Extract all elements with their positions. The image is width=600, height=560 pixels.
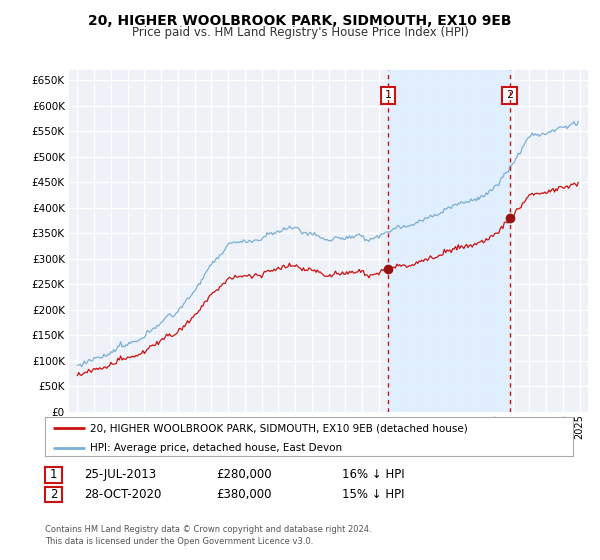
Text: £280,000: £280,000 — [216, 468, 272, 482]
Text: 28-OCT-2020: 28-OCT-2020 — [84, 488, 161, 501]
Text: 1: 1 — [50, 468, 57, 482]
Text: Price paid vs. HM Land Registry's House Price Index (HPI): Price paid vs. HM Land Registry's House … — [131, 26, 469, 39]
Text: 20, HIGHER WOOLBROOK PARK, SIDMOUTH, EX10 9EB: 20, HIGHER WOOLBROOK PARK, SIDMOUTH, EX1… — [88, 14, 512, 28]
Text: 2: 2 — [506, 91, 514, 100]
Text: HPI: Average price, detached house, East Devon: HPI: Average price, detached house, East… — [90, 443, 342, 453]
Text: 20, HIGHER WOOLBROOK PARK, SIDMOUTH, EX10 9EB (detached house): 20, HIGHER WOOLBROOK PARK, SIDMOUTH, EX1… — [90, 423, 467, 433]
Text: Contains HM Land Registry data © Crown copyright and database right 2024.
This d: Contains HM Land Registry data © Crown c… — [45, 525, 371, 546]
Text: 15% ↓ HPI: 15% ↓ HPI — [342, 488, 404, 501]
Text: £380,000: £380,000 — [216, 488, 271, 501]
Text: 25-JUL-2013: 25-JUL-2013 — [84, 468, 156, 482]
Text: 16% ↓ HPI: 16% ↓ HPI — [342, 468, 404, 482]
Text: 1: 1 — [385, 91, 391, 100]
Text: 2: 2 — [50, 488, 57, 501]
Bar — [388, 70, 510, 412]
